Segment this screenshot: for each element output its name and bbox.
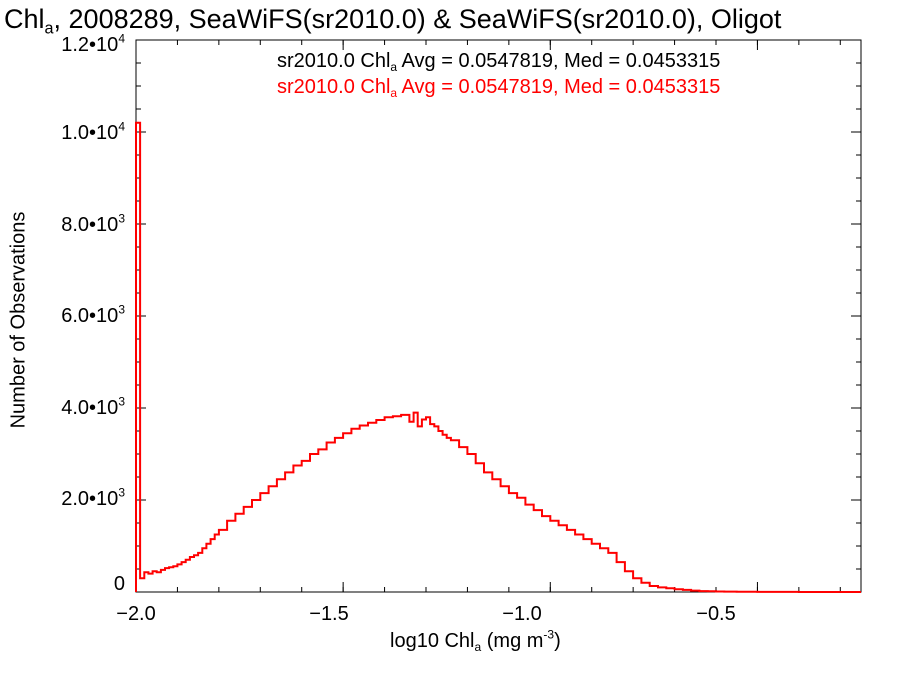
y-axis-label: Number of Observations: [7, 211, 30, 429]
y-tick-label: 1.0•104: [61, 119, 125, 144]
x-tick-label: −0.5: [696, 603, 736, 625]
y-tick-label: 6.0•103: [61, 302, 125, 327]
x-axis-label: log10 Chla (mg m-3): [390, 627, 561, 655]
x-tick-label: −1.5: [309, 603, 349, 625]
plot-frame: [135, 39, 862, 593]
x-tick-label: −1.0: [502, 603, 542, 625]
y-tick-label: 1.2•104: [61, 31, 125, 56]
y-tick-label: 0: [113, 573, 125, 595]
x-tick-label: −2.0: [116, 603, 156, 625]
y-tick-label: 8.0•103: [61, 211, 125, 236]
histogram-series-line: [135, 121, 861, 593]
series-layer: [135, 121, 861, 593]
plot-axes: [135, 39, 862, 593]
stats-line-black: sr2010.0 Chla Avg = 0.0547819, Med = 0.0…: [277, 50, 721, 75]
y-tick-label: 4.0•103: [61, 394, 125, 419]
chart-title: Chla, 2008289, SeaWiFS(sr2010.0) & SeaWi…: [4, 4, 782, 38]
y-tick-label: 2.0•103: [61, 485, 125, 510]
stats-line-red: sr2010.0 Chla Avg = 0.0547819, Med = 0.0…: [277, 76, 721, 101]
